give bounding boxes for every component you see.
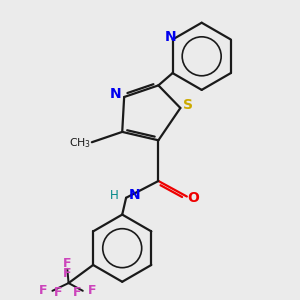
Text: F: F (63, 257, 71, 270)
Text: O: O (187, 191, 199, 205)
Text: H: H (110, 189, 118, 202)
Text: F: F (74, 286, 82, 298)
Text: CH$_3$: CH$_3$ (69, 136, 91, 150)
Text: N: N (129, 188, 140, 202)
Text: F: F (39, 284, 47, 297)
Text: F: F (88, 284, 97, 297)
Text: F: F (63, 268, 71, 281)
Text: N: N (165, 30, 176, 44)
Text: N: N (110, 87, 122, 101)
Text: F: F (54, 286, 62, 298)
Text: S: S (183, 98, 193, 112)
